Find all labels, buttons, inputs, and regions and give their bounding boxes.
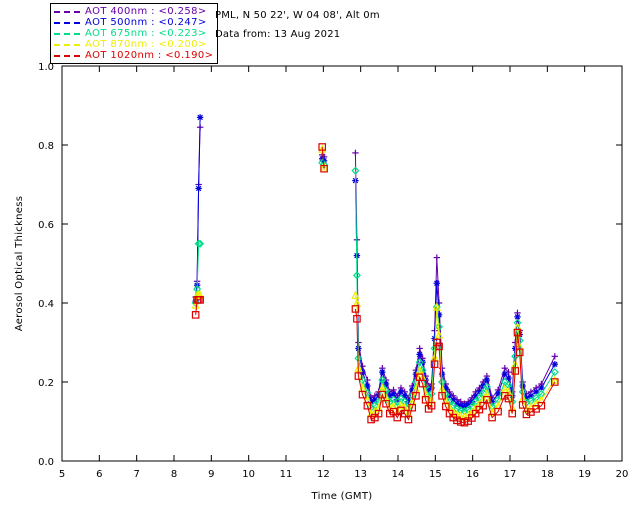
y-tick-label: 0.2: [38, 378, 54, 389]
y-tick-label: 1.0: [38, 62, 54, 73]
legend-item: AOT 500nm : <0.247>: [54, 17, 213, 28]
y-tick-label: 0.6: [38, 220, 54, 231]
y-tick-label: 0.0: [38, 457, 54, 468]
series-500nm: [192, 114, 558, 410]
y-axis-label: Aerosol Optical Thickness: [14, 196, 25, 332]
x-tick-label: 12: [317, 469, 330, 480]
x-tick-label: 8: [171, 469, 177, 480]
legend-swatch-1020nm: [54, 54, 80, 57]
x-tick-label: 7: [133, 469, 139, 480]
legend-swatch-870nm: [54, 43, 80, 46]
y-tick-label: 0.8: [38, 141, 54, 152]
x-tick-label: 6: [96, 469, 102, 480]
x-tick-label: 17: [504, 469, 517, 480]
legend-item: AOT 1020nm : <0.190>: [54, 50, 213, 61]
data-date: Data from: 13 Aug 2021: [215, 29, 341, 40]
legend-item: AOT 870nm : <0.200>: [54, 39, 213, 50]
x-tick-label: 14: [392, 469, 405, 480]
x-tick-label: 15: [429, 469, 442, 480]
x-tick-label: 9: [208, 469, 214, 480]
x-tick-label: 13: [354, 469, 367, 480]
x-tick-label: 18: [541, 469, 554, 480]
x-tick-label: 5: [59, 469, 65, 480]
legend-label-500nm: AOT 500nm : <0.247>: [85, 17, 207, 28]
legend-label-1020nm: AOT 1020nm : <0.190>: [85, 50, 214, 61]
legend-item: AOT 400nm : <0.258>: [54, 6, 213, 17]
x-tick-label: 20: [616, 469, 629, 480]
legend-item: AOT 675nm : <0.223>: [54, 28, 213, 39]
legend-label-870nm: AOT 870nm : <0.200>: [85, 39, 207, 50]
legend-label-675nm: AOT 675nm : <0.223>: [85, 28, 207, 39]
x-tick-label: 10: [242, 469, 255, 480]
x-tick-label: 19: [578, 469, 591, 480]
station-title: PML, N 50 22', W 04 08', Alt 0m: [215, 10, 380, 21]
legend: AOT 400nm : <0.258> AOT 500nm : <0.247> …: [50, 3, 219, 64]
series-line: [354, 152, 556, 405]
chart-header: PML, N 50 22', W 04 08', Alt 0m Data fro…: [215, 6, 380, 44]
legend-swatch-500nm: [54, 21, 80, 24]
y-tick-label: 0.4: [38, 299, 54, 310]
plot-frame: [61, 65, 623, 462]
x-axis-label: Time (GMT): [311, 491, 373, 502]
series-1020nm: [191, 143, 559, 427]
legend-swatch-675nm: [54, 32, 80, 35]
x-tick-label: 11: [280, 469, 293, 480]
series-line: [195, 299, 201, 315]
legend-swatch-400nm: [54, 10, 80, 13]
legend-label-400nm: AOT 400nm : <0.258>: [85, 6, 207, 17]
x-tick-label: 16: [466, 469, 479, 480]
series-line: [354, 170, 556, 412]
series-400nm: [192, 124, 558, 407]
